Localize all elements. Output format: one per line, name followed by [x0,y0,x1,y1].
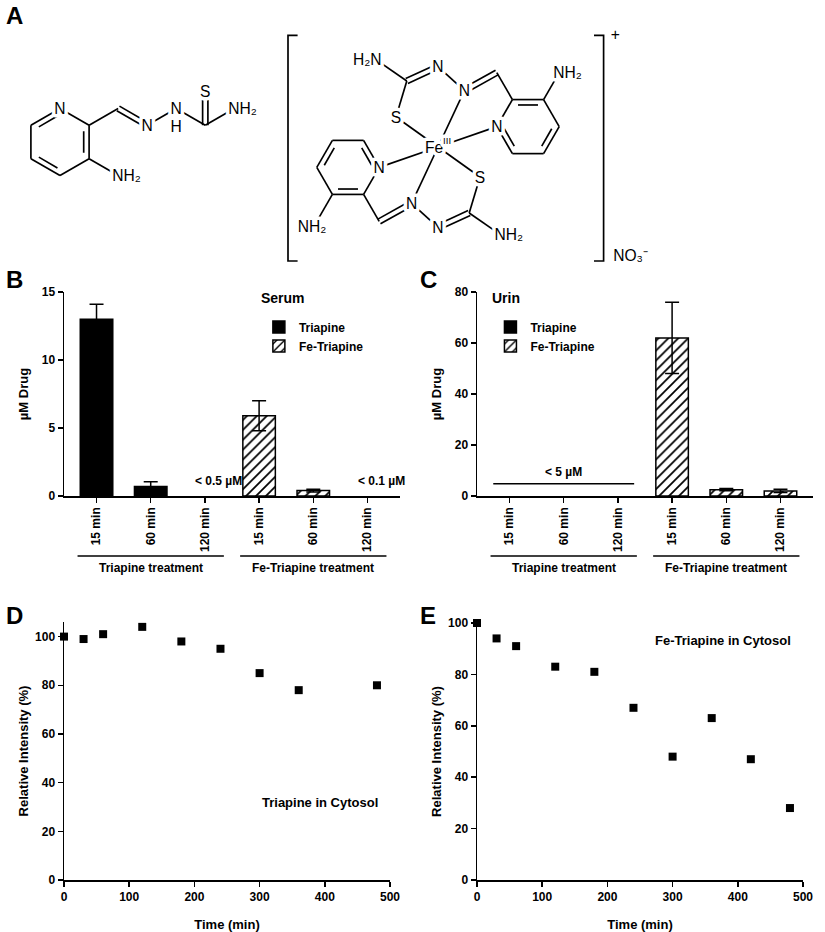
svg-text:120 min: 120 min [360,507,374,552]
svg-text:Relative Intensity (%): Relative Intensity (%) [429,686,444,817]
svg-text:0: 0 [461,873,468,887]
svg-text:15: 15 [42,285,56,299]
svg-text:0: 0 [474,890,481,904]
svg-text:15 min: 15 min [252,507,266,545]
svg-text:N: N [171,100,182,117]
svg-text:Time (min): Time (min) [194,917,260,932]
html-text:A: A [6,2,24,29]
svg-text:N: N [432,219,443,236]
svg-text:Triapine treatment: Triapine treatment [99,561,203,575]
svg-text:Fe-Triapine in Cytosol: Fe-Triapine in Cytosol [655,633,791,648]
svg-text:20: 20 [42,825,56,839]
html-text:C: C [420,266,438,293]
svg-text:Fe-Triapine treatment: Fe-Triapine treatment [252,561,374,575]
svg-text:0: 0 [48,873,55,887]
svg-text:0: 0 [461,489,468,503]
svg-text:15 min: 15 min [502,507,516,545]
svg-text:80: 80 [455,668,469,682]
svg-text:60: 60 [42,727,56,741]
svg-text:100: 100 [448,616,468,630]
svg-text:60 min: 60 min [144,507,158,545]
svg-text:15 min: 15 min [665,507,679,545]
svg-text:N: N [142,117,153,134]
svg-text:300: 300 [250,890,270,904]
svg-text:FeIII: FeIII [425,134,451,155]
svg-text:Fe-Triapine: Fe-Triapine [530,340,594,354]
svg-text:60: 60 [455,336,469,350]
svg-text:N: N [374,159,385,176]
svg-text:+: + [611,26,620,43]
svg-text:N: N [406,195,417,212]
html-text:D: D [6,602,24,629]
svg-text:20: 20 [455,822,469,836]
svg-text:100: 100 [532,890,552,904]
svg-text:Triapine in Cytosol: Triapine in Cytosol [262,795,378,810]
svg-text:120 min: 120 min [611,507,625,552]
svg-text:100: 100 [35,630,55,644]
svg-text:100: 100 [119,890,139,904]
svg-text:µM Drug: µM Drug [16,368,31,420]
svg-text:5: 5 [48,421,55,435]
svg-text:< 0.1 µM: < 0.1 µM [358,474,405,488]
svg-text:S: S [200,83,210,100]
svg-text:< 5 µM: < 5 µM [545,465,582,479]
svg-text:NH₂: NH₂ [228,100,257,117]
svg-text:S: S [391,109,401,126]
svg-text:NH₂: NH₂ [112,167,141,184]
svg-text:N: N [459,82,470,99]
svg-text:Triapine: Triapine [530,321,576,335]
svg-text:NH₂: NH₂ [494,226,523,243]
svg-text:200: 200 [597,890,617,904]
svg-text:400: 400 [728,890,748,904]
svg-text:NH₂: NH₂ [553,64,582,81]
svg-text:Serum: Serum [261,290,305,306]
svg-text:0: 0 [48,489,55,503]
svg-text:Fe-Triapine: Fe-Triapine [299,340,363,354]
svg-text:N: N [491,118,502,135]
svg-text:500: 500 [380,890,400,904]
svg-text:60 min: 60 min [557,507,571,545]
html-text:E: E [420,602,436,629]
svg-text:Relative Intensity (%): Relative Intensity (%) [16,686,31,817]
svg-text:80: 80 [455,285,469,299]
svg-text:120 min: 120 min [773,507,787,552]
svg-text:0: 0 [61,890,68,904]
svg-text:60 min: 60 min [719,507,733,545]
svg-text:200: 200 [184,890,204,904]
svg-text:80: 80 [42,678,56,692]
svg-text:40: 40 [455,770,469,784]
svg-text:20: 20 [455,438,469,452]
svg-text:15 min: 15 min [89,507,103,545]
svg-text:S: S [475,169,485,186]
svg-text:Urin: Urin [492,290,520,306]
svg-text:Time (min): Time (min) [607,917,673,932]
svg-text:60: 60 [455,719,469,733]
svg-text:H₂N: H₂N [353,51,382,68]
svg-text:300: 300 [663,890,683,904]
svg-text:H: H [171,118,182,135]
svg-text:Triapine: Triapine [299,321,345,335]
svg-text:N: N [54,100,65,117]
svg-text:N: N [432,58,443,75]
svg-text:60 min: 60 min [306,507,320,545]
html-text:B: B [6,266,24,293]
svg-text:40: 40 [42,776,56,790]
svg-text:NO₃⁻: NO₃⁻ [613,247,648,264]
svg-text:40: 40 [455,387,469,401]
svg-text:µM Drug: µM Drug [429,368,444,420]
svg-text:Fe-Triapine treatment: Fe-Triapine treatment [665,561,787,575]
svg-text:Triapine treatment: Triapine treatment [512,561,616,575]
svg-text:10: 10 [42,353,56,367]
svg-text:500: 500 [793,890,813,904]
svg-text:< 0.5 µM: < 0.5 µM [195,474,242,488]
svg-text:120 min: 120 min [198,507,212,552]
svg-text:400: 400 [315,890,335,904]
svg-text:NH₂: NH₂ [298,218,327,235]
